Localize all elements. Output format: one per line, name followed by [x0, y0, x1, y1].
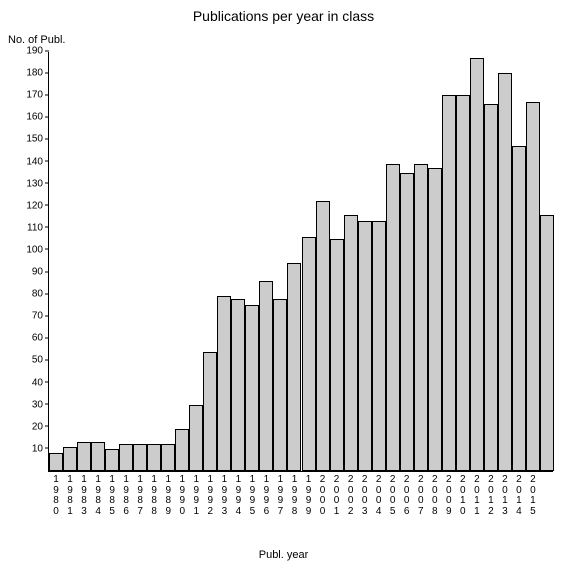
y-tick-label: 30 — [32, 399, 49, 410]
x-tick-label: 1 9 9 1 — [192, 475, 200, 517]
y-tick-label: 160 — [26, 112, 49, 123]
bar — [203, 352, 217, 471]
plot-area: 1020304050607080901001101201301401501601… — [48, 52, 553, 472]
bar — [428, 168, 442, 471]
x-tick-label: 1 9 8 8 — [150, 475, 158, 517]
x-tick-label: 2 0 1 1 — [473, 475, 481, 517]
bar — [273, 299, 287, 471]
bar — [386, 164, 400, 471]
y-tick-label: 50 — [32, 355, 49, 366]
x-tick-label: 2 0 0 7 — [417, 475, 425, 517]
bar — [484, 104, 498, 471]
y-axis-label: No. of Publ. — [8, 34, 65, 46]
bar — [77, 442, 91, 471]
chart-container: Publications per year in class No. of Pu… — [0, 0, 567, 567]
bar — [330, 239, 344, 471]
bar — [498, 73, 512, 471]
x-tick-label: 1 9 8 6 — [122, 475, 130, 517]
bar — [105, 449, 119, 471]
bar — [147, 444, 161, 471]
bar — [217, 296, 231, 471]
x-tick-label: 1 9 9 4 — [234, 475, 242, 517]
x-tick-label: 1 9 9 0 — [178, 475, 186, 517]
x-tick-label: 1 9 8 9 — [164, 475, 172, 517]
x-tick-label: 1 9 8 4 — [94, 475, 102, 517]
x-tick-label: 2 0 1 2 — [487, 475, 495, 517]
x-tick-label: 2 0 0 8 — [431, 475, 439, 517]
x-tick-label: 2 0 0 5 — [389, 475, 397, 517]
x-tick-label: 1 9 8 3 — [80, 475, 88, 517]
y-tick-label: 170 — [26, 90, 49, 101]
y-tick-label: 180 — [26, 68, 49, 79]
y-tick-label: 20 — [32, 421, 49, 432]
y-tick-label: 80 — [32, 289, 49, 300]
bar — [400, 173, 414, 471]
x-tick-label: 1 9 9 5 — [248, 475, 256, 517]
bar — [49, 453, 63, 471]
bar — [414, 164, 428, 471]
x-tick-label: 1 9 8 7 — [136, 475, 144, 517]
bar — [456, 95, 470, 471]
x-tick-label: 2 0 1 4 — [515, 475, 523, 517]
x-tick-label: 1 9 9 2 — [206, 475, 214, 517]
bar — [512, 146, 526, 471]
x-tick-label: 2 0 1 5 — [529, 475, 537, 517]
bar — [470, 58, 484, 471]
x-axis-label: Publ. year — [0, 549, 567, 561]
y-tick-label: 90 — [32, 267, 49, 278]
x-tick-label: 2 0 1 3 — [501, 475, 509, 517]
bar — [245, 305, 259, 471]
bar — [316, 201, 330, 471]
x-tick-label: 1 9 8 5 — [108, 475, 116, 517]
y-tick-label: 110 — [27, 222, 49, 233]
x-tick-label: 2 0 0 6 — [403, 475, 411, 517]
x-tick-label: 2 0 0 1 — [333, 475, 341, 517]
x-tick-label: 1 9 8 0 — [52, 475, 60, 517]
x-tick-label: 2 0 0 4 — [375, 475, 383, 517]
y-tick-label: 130 — [26, 178, 49, 189]
bar — [372, 221, 386, 471]
y-tick-label: 10 — [32, 443, 49, 454]
x-tick-label: 1 9 9 9 — [305, 475, 313, 517]
bar — [442, 95, 456, 471]
y-tick-label: 120 — [26, 200, 49, 211]
y-tick-label: 140 — [26, 156, 49, 167]
bar — [119, 444, 133, 471]
bar — [540, 215, 554, 471]
y-tick-label: 70 — [32, 311, 49, 322]
y-tick-label: 100 — [26, 244, 49, 255]
bar — [133, 444, 147, 471]
y-tick-label: 60 — [32, 333, 49, 344]
bar — [91, 442, 105, 471]
x-tick-label: 1 9 9 7 — [276, 475, 284, 517]
bar — [358, 221, 372, 471]
x-tick-label: 1 9 9 6 — [262, 475, 270, 517]
chart-title: Publications per year in class — [0, 8, 567, 24]
x-tick-label: 2 0 1 0 — [459, 475, 467, 517]
y-tick-label: 190 — [26, 46, 49, 57]
bar — [302, 237, 316, 471]
x-tick-label: 1 9 9 8 — [290, 475, 298, 517]
bar — [63, 447, 77, 471]
bar — [231, 299, 245, 471]
bar — [161, 444, 175, 471]
bar — [526, 102, 540, 471]
bar — [344, 215, 358, 471]
bar — [259, 281, 273, 471]
x-tick-label: 1 9 8 1 — [66, 475, 74, 517]
x-tick-label: 2 0 0 9 — [445, 475, 453, 517]
y-tick-label: 150 — [26, 134, 49, 145]
bar — [175, 429, 189, 471]
bar — [189, 405, 203, 471]
bar — [287, 263, 301, 471]
x-tick-label: 2 0 0 2 — [347, 475, 355, 517]
x-tick-label: 2 0 0 3 — [361, 475, 369, 517]
y-tick-label: 40 — [32, 377, 49, 388]
x-tick-label: 2 0 0 0 — [319, 475, 327, 517]
x-tick-label: 1 9 9 3 — [220, 475, 228, 517]
